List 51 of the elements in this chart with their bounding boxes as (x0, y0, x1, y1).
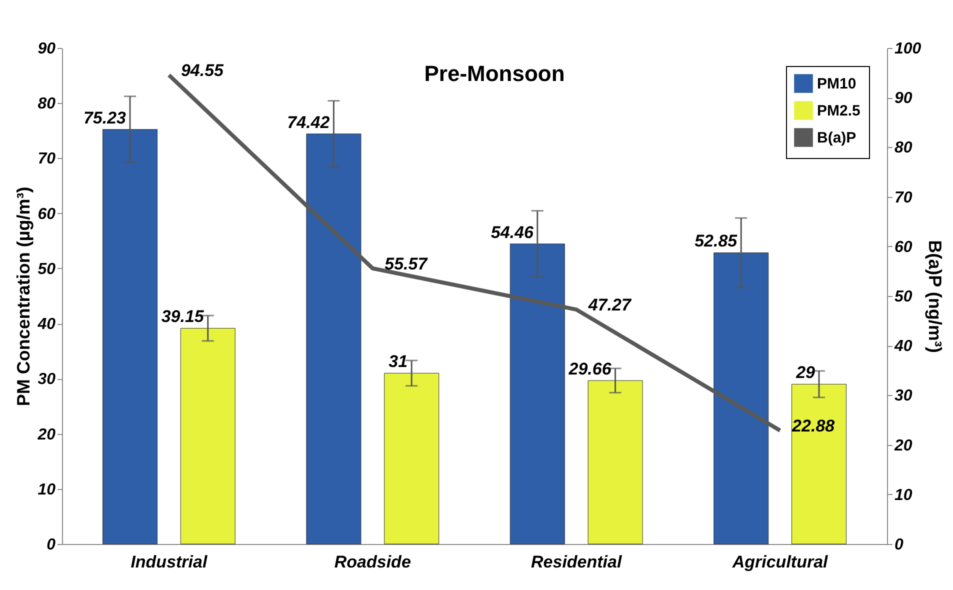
x-tick-label: Residential (531, 552, 623, 572)
y2-tick-label: 40 (894, 338, 912, 356)
data-label: 54.46 (490, 222, 534, 242)
legend-label: PM2.5 (817, 102, 860, 120)
x-tick-label: Roadside (334, 552, 411, 572)
y-axis-title: PM Concentration (µg/m³) (14, 186, 34, 406)
y2-tick-label: 50 (894, 288, 912, 306)
bar (180, 328, 236, 544)
x-tick-label: Industrial (130, 552, 208, 572)
data-label: 29 (795, 363, 816, 382)
bar (384, 372, 440, 544)
y2-tick-label: 30 (894, 388, 912, 405)
y-tick-label: 0 (46, 536, 56, 554)
data-label: 31 (388, 352, 408, 372)
y-tick-label: 50 (38, 260, 56, 278)
y2-tick-label: 20 (894, 437, 912, 454)
y-tick-label: 10 (38, 481, 56, 498)
y2-tick-label: 0 (894, 536, 904, 554)
y2-tick-label: 100 (894, 40, 922, 58)
y-tick-label: 60 (38, 206, 56, 223)
data-label: 52.85 (694, 232, 738, 251)
bar (306, 134, 362, 544)
y2-tick-label: 70 (894, 189, 912, 206)
bar (791, 384, 847, 544)
y-tick-label: 80 (38, 96, 56, 113)
bar (588, 380, 643, 544)
legend-label: B(a)P (817, 130, 856, 146)
legend-label: PM10 (817, 76, 856, 92)
y2-tick-label: 80 (894, 140, 912, 157)
y-tick-label: 20 (36, 426, 56, 444)
y-tick-label: 30 (38, 371, 56, 388)
data-label: 74.42 (287, 112, 330, 132)
text: Pre-Monsoon (424, 61, 565, 86)
bar (102, 129, 158, 544)
bar (714, 252, 769, 544)
data-label: 39.15 (161, 307, 204, 326)
y-tick-label: 90 (38, 40, 56, 58)
y-tick-label: 70 (38, 150, 56, 168)
y2-tick-label: 60 (894, 238, 912, 256)
y2-tick-label: 90 (894, 90, 912, 108)
data-label: 29.66 (568, 360, 612, 379)
data-label: 94.55 (180, 61, 224, 80)
y2-tick-label: 10 (894, 486, 912, 504)
data-label: 75.23 (83, 108, 127, 128)
y-tick-label: 40 (36, 316, 56, 334)
data-label: 47.27 (587, 296, 632, 315)
bar (510, 244, 565, 544)
x-tick-label: Agricultural (731, 552, 830, 572)
y2-axis-title: B(a)P (ng/m³) (925, 240, 946, 353)
data-label: 55.57 (384, 254, 429, 274)
data-label: 22.88 (791, 416, 836, 436)
